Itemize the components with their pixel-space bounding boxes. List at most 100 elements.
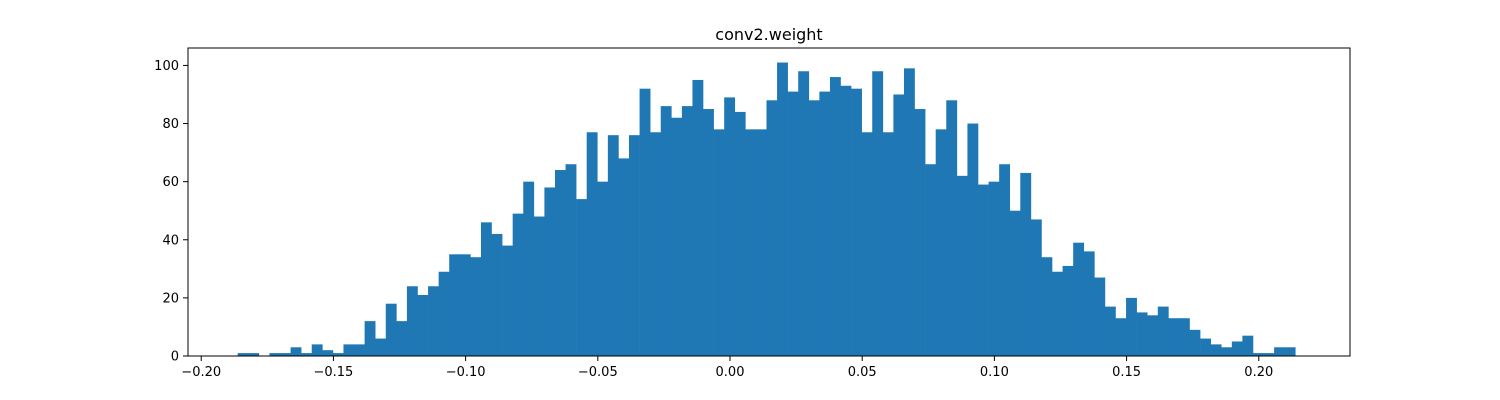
histogram-bar [777,62,788,357]
histogram-bar [1263,353,1275,356]
histogram-bar [523,181,535,356]
histogram-bar [660,106,672,356]
bars-group [237,62,1296,357]
histogram-bar [554,170,566,356]
y-tick-label: 60 [162,175,179,190]
x-tick-label: 0.10 [980,365,1009,380]
x-tick-label: 0.15 [1112,365,1141,380]
histogram-bar [1242,335,1254,356]
histogram-bar [544,187,556,356]
histogram-bar [692,79,704,356]
histogram-bar [502,245,513,356]
histogram-bar [576,199,588,356]
histogram-bar [586,132,598,356]
histogram-bar [1052,271,1063,356]
histogram-bar [428,286,439,356]
histogram-bar [703,109,714,357]
histogram-bar [470,257,482,356]
histogram-bar [1210,344,1222,356]
histogram-bar [724,97,736,356]
histogram-bar [882,132,894,356]
histogram-bar [967,123,979,356]
histogram-bar [872,71,884,356]
histogram-bar [1020,172,1032,356]
histogram-bar [406,286,418,356]
histogram-bar [851,88,862,356]
histogram-bar [1041,257,1053,356]
histogram-bar [248,353,260,356]
histogram-bar [364,321,376,356]
y-tick-label: 0 [171,350,179,365]
x-tick-label: 0.05 [848,365,877,380]
histogram-bar [269,353,281,356]
histogram-bar [459,254,471,356]
histogram-bar [808,100,820,357]
histogram-bar [375,338,387,356]
histogram-bar [946,100,958,357]
histogram-bar [819,91,831,357]
histogram-bar [512,213,524,356]
histogram-bar [755,129,767,356]
histogram-bar [322,350,334,356]
histogram-bar [480,222,492,356]
y-tick-label: 80 [162,117,179,132]
histogram-bar [396,321,408,356]
histogram-bar [1030,219,1042,356]
plot-frame [187,47,1351,357]
y-axis: 0 20 40 60 80 100 [154,59,188,365]
histogram-bar [1104,306,1116,356]
histogram-bar [829,77,841,356]
x-tick-label: 0.20 [1244,365,1273,380]
histogram-bar [629,135,640,356]
histogram-bar [639,88,651,356]
histogram-bar [597,181,609,356]
histogram-bar [893,94,905,356]
histogram-bar [1073,242,1085,356]
histogram-bar [1136,312,1148,356]
histogram-bar [734,111,746,356]
histogram-bar [861,132,873,356]
histogram-bar [332,353,344,356]
histogram-bar [681,106,693,356]
histogram-bar [978,184,989,356]
histogram-bar [1221,347,1233,356]
histogram-bar [787,91,799,357]
histogram-bar [1094,277,1106,356]
x-axis: −0.20 −0.15 −0.10 −0.05 0.00 0.05 0.10 0.15 0.20 [181,356,1273,380]
histogram-bar [798,71,810,356]
histogram-bar [280,353,291,356]
histogram-bar [618,158,630,356]
histogram-bar [385,303,397,356]
histogram-bar [1231,341,1243,356]
x-tick-label: −0.20 [181,365,221,380]
histogram-bar [438,271,450,356]
histogram-bar [311,344,323,356]
histogram-bar [713,129,725,356]
x-tick-label: −0.05 [578,365,618,380]
histogram-bar [491,233,503,356]
histogram-bar [988,181,1000,356]
histogram-bar [1009,210,1021,356]
histogram-bar [925,164,936,356]
histogram-bar [903,68,915,356]
x-tick-label: −0.15 [313,365,353,380]
histogram-bar [354,344,365,356]
histogram-bar [1252,353,1264,356]
histogram-bar [1147,315,1159,356]
histogram-bar [1178,318,1190,356]
histogram-bar [1284,347,1296,356]
x-tick-label: −0.10 [446,365,486,380]
histogram-bar [1168,318,1180,356]
histogram-bar [1189,329,1201,356]
histogram-bar [449,254,461,356]
histogram-bar [914,109,926,357]
histogram-bar [343,344,355,356]
histogram-bar [1062,265,1074,356]
histogram-bar [1126,297,1137,356]
histogram-bar [417,294,429,356]
y-tick-label: 40 [162,233,179,248]
histogram-bar [671,117,683,357]
histogram-bar [956,175,968,356]
histogram-bar [766,100,778,357]
